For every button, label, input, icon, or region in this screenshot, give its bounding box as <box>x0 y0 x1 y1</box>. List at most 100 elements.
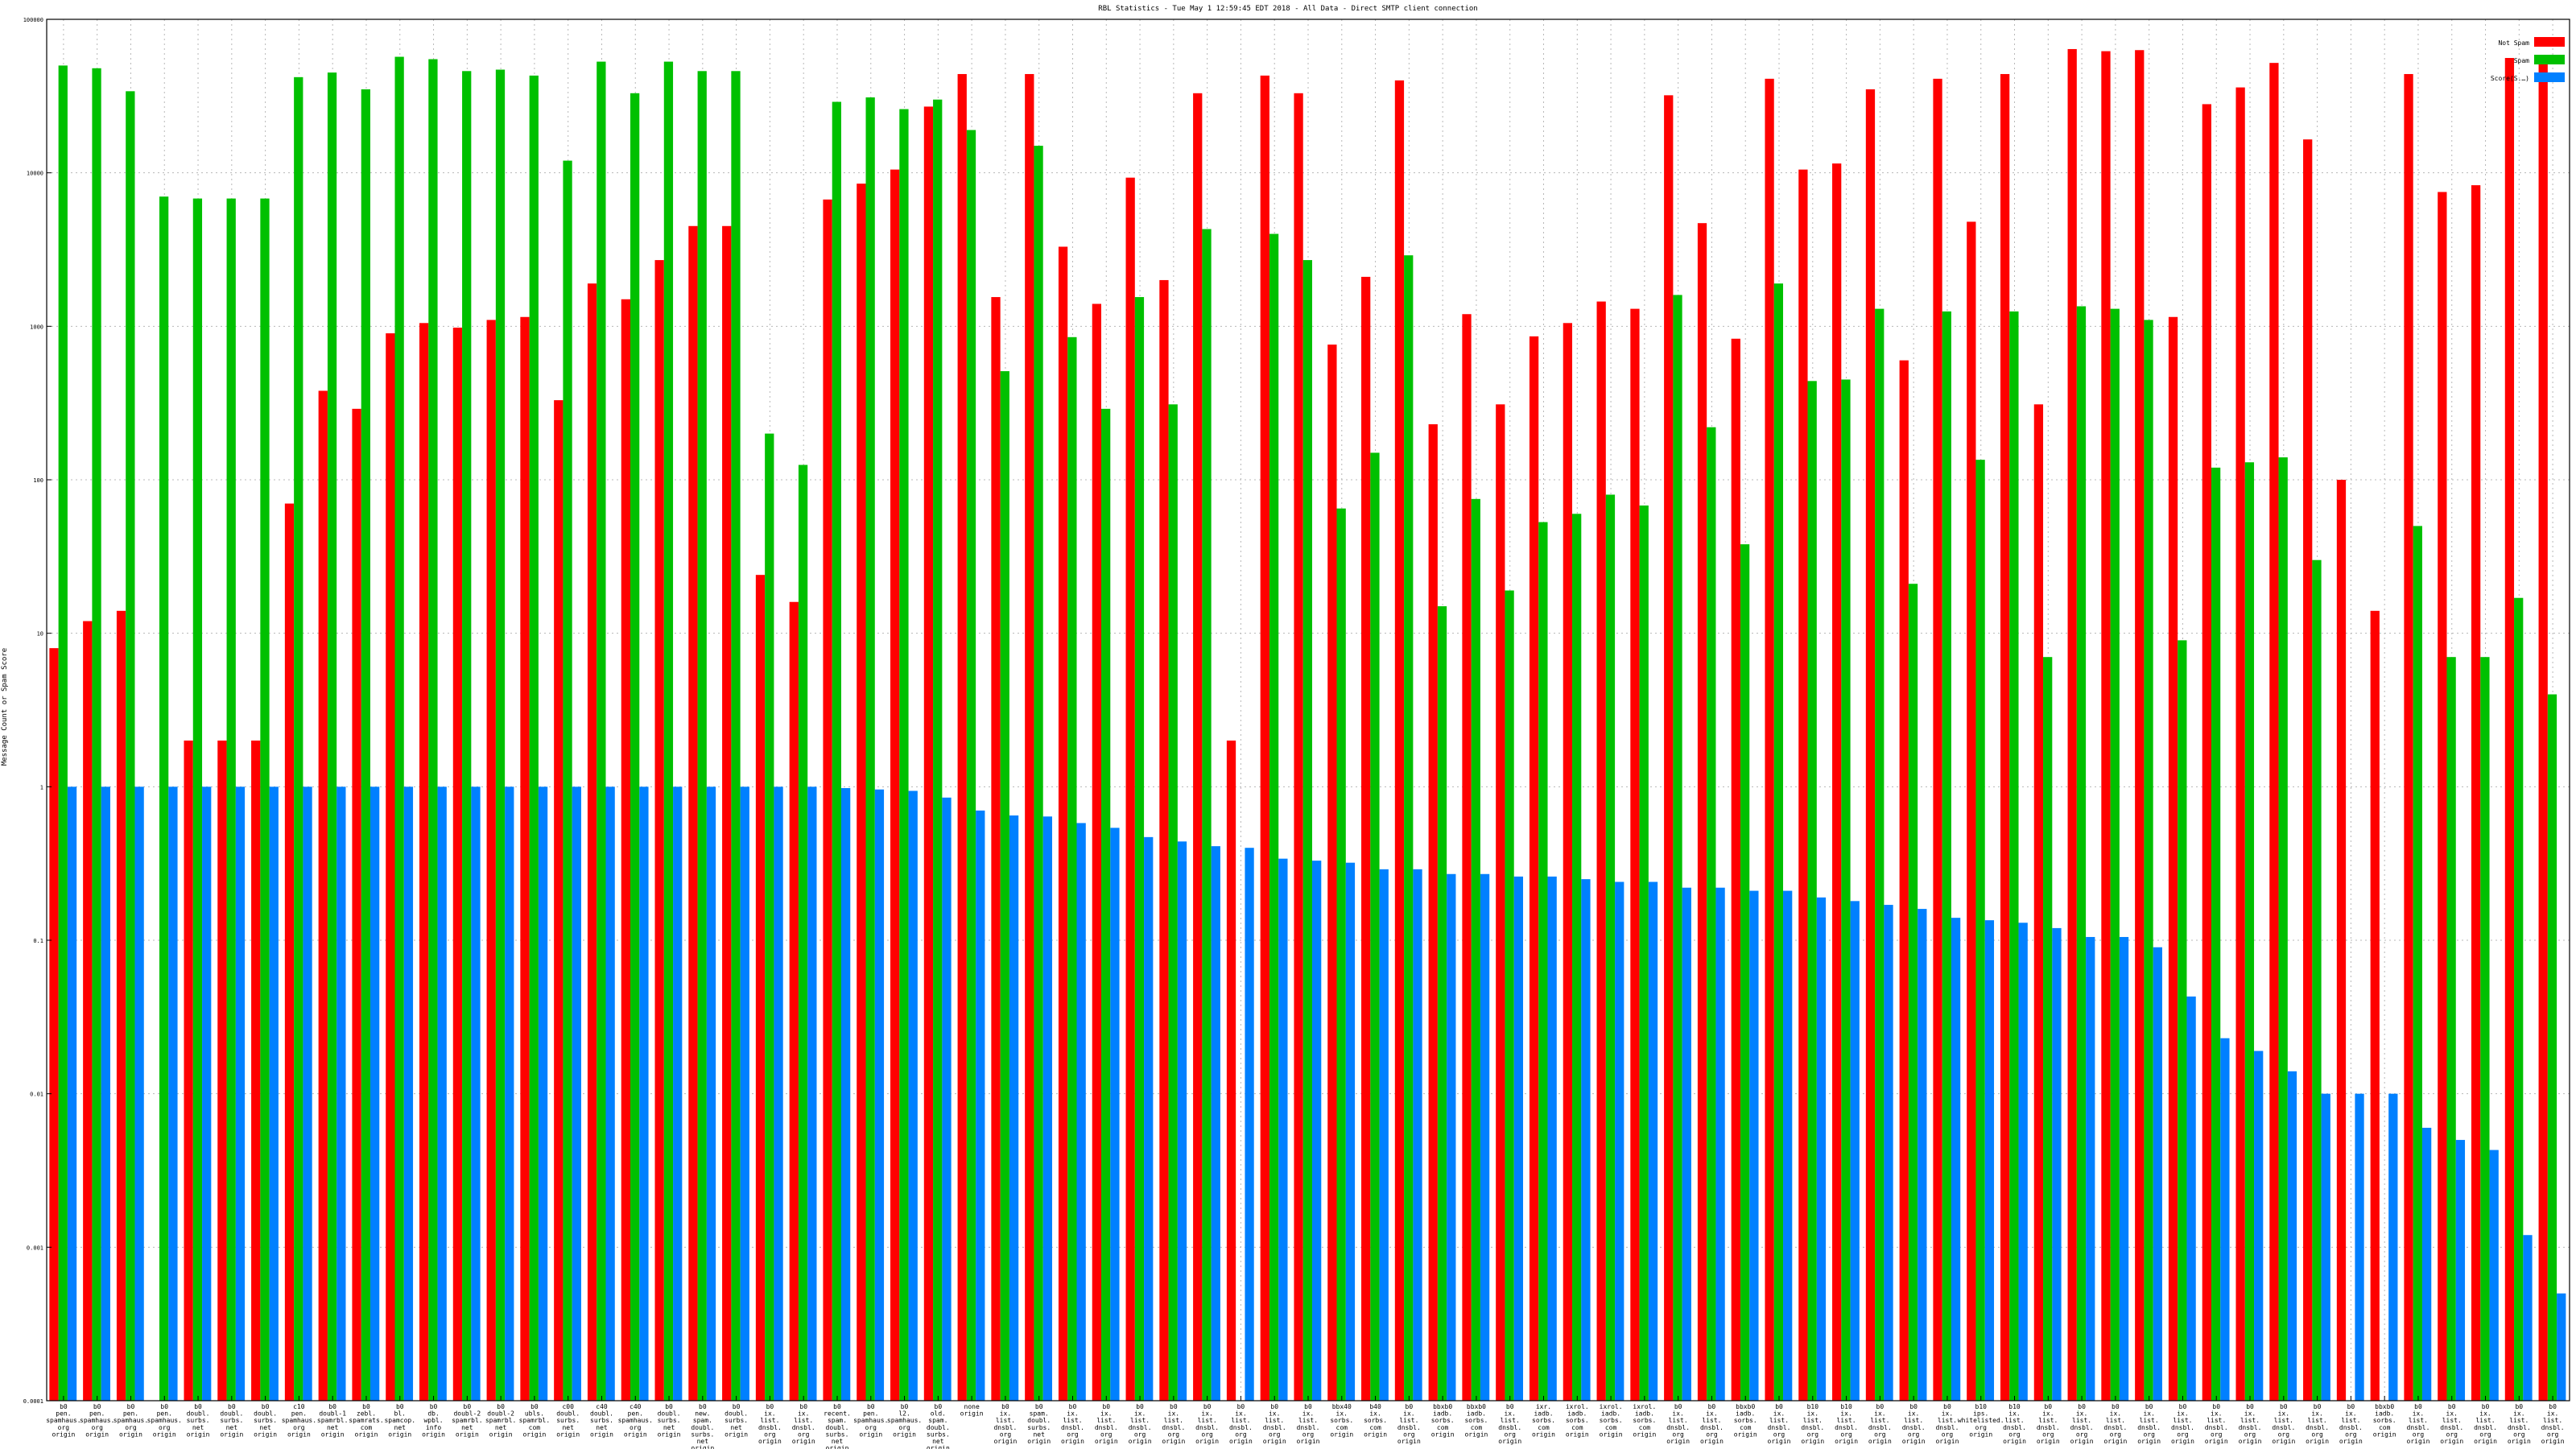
x-category-label-line: net <box>192 1424 204 1431</box>
x-category-label-line: net <box>562 1424 574 1431</box>
x-category-label-line: net <box>832 1438 844 1445</box>
x-category-label: b0 ix. list. dnsbl. org origin <box>1297 1403 1320 1445</box>
x-category-label-line: origin <box>893 1430 916 1438</box>
bar-spam <box>597 61 606 1401</box>
x-category-label-line: ix. <box>1706 1410 1717 1418</box>
x-category-label-line: b0 <box>1506 1403 1514 1410</box>
x-category-label-line: list. <box>2240 1417 2260 1424</box>
legend-swatch <box>2534 37 2565 47</box>
x-category-label-line: list. <box>2274 1417 2293 1424</box>
x-category-label-line: origin <box>1868 1438 1892 1445</box>
x-category-label: none origin <box>960 1403 984 1418</box>
bar-not-spam <box>2067 48 2077 1401</box>
bar-not-spam <box>722 225 732 1401</box>
x-category-label-line: org <box>1840 1430 1852 1438</box>
x-category-label-line: doubl. <box>826 1424 849 1431</box>
bar-score <box>2018 923 2028 1401</box>
bar-score <box>2287 1071 2297 1401</box>
x-category-label-line: origin <box>1835 1438 1858 1445</box>
bar-spam <box>1572 514 1582 1402</box>
x-category-label-line: origin <box>85 1430 109 1438</box>
bar-not-spam <box>1967 221 1976 1401</box>
x-category-label-line: surbs. <box>658 1417 681 1424</box>
x-category-label-line: sorbs. <box>1734 1417 1757 1424</box>
x-category-label: b0 ix. list. dnsbl. org origin <box>2103 1403 2127 1445</box>
bar-spam <box>2446 657 2456 1401</box>
bar-not-spam <box>2101 51 2111 1401</box>
x-category-label: b0 doubl. surbs. net origin <box>220 1403 243 1438</box>
x-category-label-line: list. <box>2509 1417 2529 1424</box>
bar-score <box>1413 869 1422 1401</box>
x-category-label: b0 doubl-1 spamrbl. net origin <box>317 1403 349 1438</box>
x-category-label-line: list. <box>2038 1417 2058 1424</box>
x-category-label-line: org <box>1942 1430 1954 1438</box>
bar-score <box>572 786 581 1401</box>
bar-not-spam <box>1260 75 1269 1401</box>
x-category-label-line: list. <box>1501 1417 1520 1424</box>
x-category-label-line: origin <box>2003 1438 2026 1445</box>
x-category-label: b0 ix. list. dnsbl. org origin <box>1061 1403 1084 1445</box>
x-category-label: b0 pen. spamhaus. org origin <box>80 1403 114 1438</box>
x-category-label-line: surbs. <box>220 1417 243 1424</box>
x-category-label-line: ix. <box>1000 1410 1011 1418</box>
x-category-label-line: origin <box>658 1430 681 1438</box>
x-category-label: c40 pen. spamhaus. org origin <box>618 1403 653 1438</box>
x-category-label-line: dnsbl. <box>2508 1424 2531 1431</box>
bar-score <box>2455 1140 2466 1401</box>
x-category-label-line: origin <box>724 1430 748 1438</box>
x-category-label-line: b0 <box>1876 1403 1885 1410</box>
x-category-label-line: origin <box>1633 1430 1656 1438</box>
x-category-label-line: spam. <box>693 1417 712 1424</box>
x-category-label-line: spamrbl. <box>317 1417 349 1424</box>
x-category-label-line: ix. <box>764 1410 775 1418</box>
bar-spam <box>2144 320 2153 1401</box>
y-tick-label: 100000 <box>23 17 43 23</box>
x-category-label-line: org <box>2143 1430 2155 1438</box>
bar-score <box>1177 841 1187 1401</box>
x-category-label-line: spamhaus. <box>80 1417 114 1424</box>
bar-score <box>1749 890 1759 1401</box>
x-category-label-line: org <box>2076 1430 2088 1438</box>
x-category-label-line: list. <box>760 1417 779 1424</box>
x-category-label: ixrol. iadb. sorbs. com origin <box>1600 1403 1623 1438</box>
x-category-label-line: pen. <box>89 1410 105 1418</box>
bar-not-spam <box>520 316 530 1402</box>
bar-not-spam <box>1563 323 1573 1402</box>
bar-not-spam <box>2000 73 2010 1401</box>
x-category-label-line: b0 <box>1304 1403 1312 1410</box>
x-category-label-line: sorbs. <box>1330 1417 1353 1424</box>
x-category-label-line: sorbs. <box>1633 1417 1656 1424</box>
bar-not-spam <box>318 390 328 1401</box>
x-category-label-line: list. <box>2409 1417 2428 1424</box>
x-category-label-line: org <box>898 1424 910 1431</box>
bar-score <box>639 786 649 1401</box>
bars <box>49 48 2566 1402</box>
bar-not-spam <box>2235 87 2245 1402</box>
bar-not-spam <box>1765 78 1774 1401</box>
x-category-label-line: b0 <box>2314 1403 2322 1410</box>
x-category-label: bbxb0 iadb. sorbs. com origin <box>1431 1403 1455 1438</box>
x-category-label: b0 ix. list. dnsbl. org origin <box>758 1403 782 1445</box>
bar-spam <box>1034 146 1043 1402</box>
x-category-label-line: dnsbl. <box>1768 1424 1791 1431</box>
x-category-label-line: org <box>2311 1430 2323 1438</box>
x-category-label-line: ix. <box>1302 1410 1314 1418</box>
x-category-label: b0 ix. list. dnsbl. org origin <box>2171 1403 2194 1445</box>
x-category-label-line: surbs. <box>187 1417 210 1424</box>
x-category-label: b10 ix. list. dnsbl. org origin <box>1835 1403 1858 1445</box>
x-category-label-line: b10 <box>1840 1403 1852 1410</box>
x-category-label-line: ix. <box>1134 1410 1146 1418</box>
x-category-label: b0 doubl-2 spamrbl. net origin <box>485 1403 517 1438</box>
x-category-label-line: list. <box>1198 1417 1217 1424</box>
x-category-label: b0 ix. list. dnsbl. org origin <box>2541 1403 2565 1445</box>
x-category-label-line: iadb. <box>1635 1410 1654 1418</box>
bar-spam <box>1471 498 1480 1401</box>
bar-spam <box>1168 404 1178 1401</box>
bar-score <box>437 786 447 1401</box>
x-category-label: b0 doubl. surbs. net origin <box>187 1403 210 1438</box>
x-category-label-line: bl. <box>394 1410 406 1418</box>
bar-spam <box>1336 508 1346 1402</box>
x-category-label-line: old. <box>931 1410 946 1418</box>
x-category-label-line: list. <box>2308 1417 2327 1424</box>
x-category-label-line: dnsbl. <box>2037 1424 2060 1431</box>
